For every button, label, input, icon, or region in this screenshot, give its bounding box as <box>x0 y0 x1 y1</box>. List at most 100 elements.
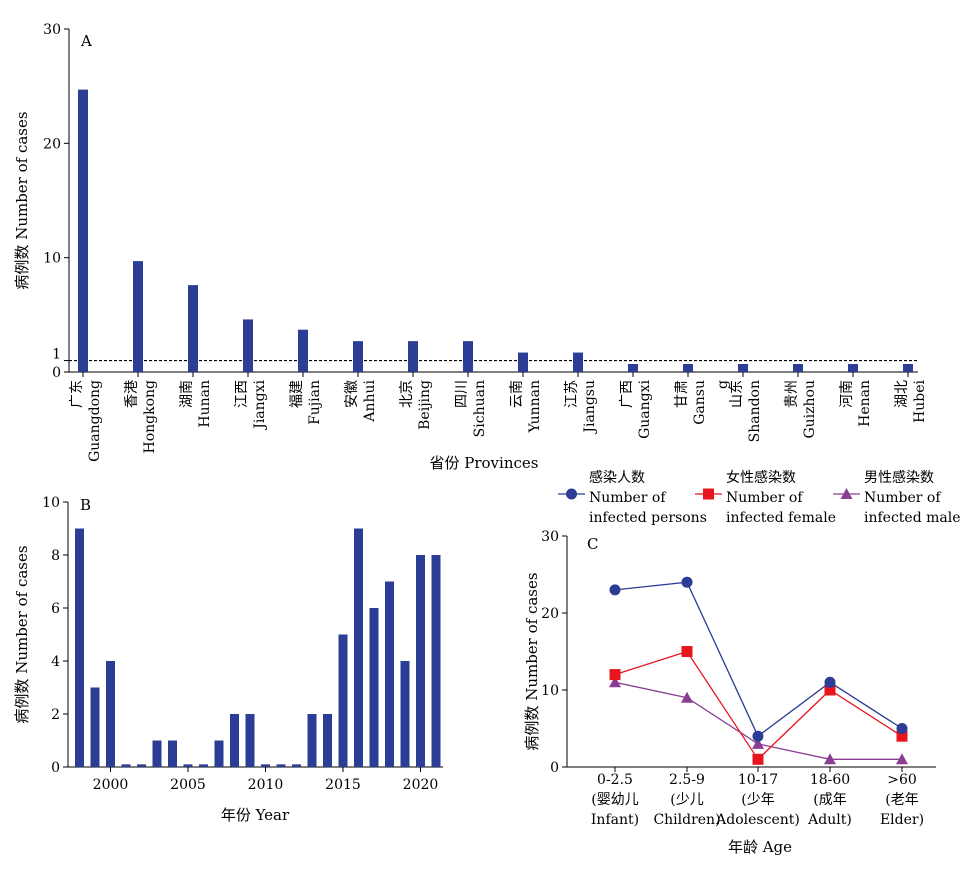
panel-a-x-tick-label: 甘肃 Gansu <box>674 380 708 425</box>
panel-a-bar <box>683 363 693 372</box>
legend-label-cn: 女性感染数 <box>726 469 796 486</box>
panel-a-category-en: Anhui <box>362 379 378 422</box>
panel-a-x-tick-label: 四川 Sichuan <box>454 380 488 437</box>
legend-marker-persons <box>566 488 577 500</box>
panel-b-bar <box>152 740 162 767</box>
panel-a-x-tick-label: 北京 Beijing <box>399 380 433 430</box>
panel-a-bar <box>408 341 418 372</box>
panel-b-bar <box>307 714 317 767</box>
panel-c-point-male <box>609 676 621 688</box>
panel-c-x-label: 年龄 Age <box>728 838 792 856</box>
panel-c-y-tick-label: 30 <box>541 529 559 545</box>
panel-a-x-tick-label: 江苏 Jiangsu <box>564 380 598 435</box>
panel-c-x-tick-label: Infant) <box>591 812 639 828</box>
panel-a-x-tick-label: 江西 Jiangxi <box>234 379 268 430</box>
panel-c-point-female <box>752 753 764 765</box>
panel-a-category-en: Yunnan <box>527 380 543 433</box>
panel-a-x-tick-label: 香港 Hongkong <box>124 380 158 454</box>
panel-c-y-tick-label: 10 <box>541 683 559 699</box>
panel-b-bar <box>75 528 84 767</box>
panel-a-category-en: Hubei <box>912 379 928 422</box>
panel-a-category-en: Fujian <box>307 380 323 425</box>
panel-c-x-tick-label: Children) <box>653 812 720 828</box>
panel-c-point-persons <box>681 576 693 588</box>
panel-a-bar <box>628 363 638 372</box>
panel-b-bar <box>400 661 410 767</box>
panel-a-x-tick-label: 广东 Guangdong <box>69 380 103 462</box>
panel-a-category-en: Shandon <box>747 380 763 442</box>
panel-c-point-female <box>681 646 693 657</box>
panel-b-bar <box>230 714 239 767</box>
panel-a-category-cn: 山东 <box>729 380 745 408</box>
panel-c-point-male <box>824 753 836 765</box>
panel-a-x-tick-label: 山东 Shandon g <box>715 380 763 442</box>
panel-a-category-cn: 广西 <box>619 380 635 408</box>
panel-a-category-cn: 甘肃 <box>674 380 690 408</box>
panel-a-bar <box>133 261 143 372</box>
panel-c-point-persons <box>896 723 908 734</box>
legend-label-en: Number of <box>864 490 942 506</box>
panel-b-y-tick-label: 0 <box>51 760 60 776</box>
legend-marker-male <box>840 488 853 499</box>
panel-b-bar <box>90 687 100 767</box>
panel-a-category-en: Gansu <box>692 380 708 425</box>
panel-b-bar <box>121 764 131 767</box>
panel-a-category-cn: 湖北 <box>894 380 910 408</box>
panel-a-category-en: Guangxi <box>637 379 653 438</box>
panel-b-y-label: 病例数 Number of cases <box>13 545 31 723</box>
panel-a-x-tick-label: 安徽 Anhui <box>344 379 378 422</box>
panel-b-bar <box>199 764 208 767</box>
panel-a-bar <box>848 363 858 372</box>
panel-a-category-cn: 安徽 <box>344 380 360 408</box>
panel-b-bar <box>168 740 177 767</box>
panel-a-bar <box>78 89 88 372</box>
panel-a-category-cn: 北京 <box>399 380 415 408</box>
panel-a-category-cn: 广东 <box>69 380 85 408</box>
panel-b-bar <box>137 764 146 767</box>
panel-b-y-tick-label: 8 <box>51 548 60 564</box>
panel-c-point-male <box>752 737 764 749</box>
panel-a-category-cn: 云南 <box>509 380 525 408</box>
panel-c-x-tick-label: Adult) <box>807 812 852 828</box>
panel-a-y-tick-label: 0 <box>52 365 61 381</box>
panel-a-x-tick-label: 湖南 Hunan <box>179 380 213 428</box>
panel-a-x-tick-label: 湖北 Hubei <box>894 379 928 422</box>
panel-b-x-tick-label: 2015 <box>325 777 361 793</box>
panel-a-category-en: Hongkong <box>142 380 158 454</box>
panel-b-x-label: 年份 Year <box>221 806 290 824</box>
panel-b-bar <box>338 634 348 767</box>
panel-b-bar <box>431 555 441 767</box>
panel-a-bar <box>793 363 803 372</box>
panel-b-y-tick-label: 6 <box>51 601 60 617</box>
panel-a-category-cn: 江西 <box>234 380 250 408</box>
panel-a-category-extra: g <box>715 380 731 389</box>
panel-a-label: A <box>80 32 92 50</box>
panel-a-category-en: Sichuan <box>472 380 488 437</box>
panel-c-x-tick-label: 18-60 <box>810 772 850 788</box>
panel-c-point-persons <box>824 676 836 688</box>
panel-c-x-tick-label: >60 <box>887 772 917 788</box>
legend-label-en: infected female <box>726 510 836 526</box>
panel-b-bar <box>183 764 193 767</box>
panel-b-bar <box>323 714 332 767</box>
panel-a-bar <box>518 352 528 372</box>
panel-a-y-tick-label: 20 <box>43 136 61 152</box>
panel-c-y-tick-label: 20 <box>541 606 559 622</box>
panel-a-bar <box>243 319 253 372</box>
panel-a-category-cn: 河南 <box>839 380 855 408</box>
panel-a-x-tick-label: 贵州 Guizhou <box>784 380 818 439</box>
panel-a-bar <box>298 329 308 372</box>
panel-c-series-line-persons <box>614 581 903 738</box>
legend-label-cn: 男性感染数 <box>864 469 934 486</box>
panel-a-category-en: Guangdong <box>87 380 103 462</box>
panel-b-x-tick-label: 2005 <box>170 777 206 793</box>
panel-c-x-tick-label: (婴幼儿 <box>591 792 638 808</box>
panel-a-y-tick-label: 10 <box>43 251 61 267</box>
legend-label-cn: 感染人数 <box>589 469 645 486</box>
panel-b-bar <box>416 555 425 767</box>
legend-label-en: Number of <box>589 490 667 506</box>
panel-a-category-cn: 贵州 <box>784 380 800 408</box>
legend-label-en: Number of <box>726 490 804 506</box>
panel-c-x-tick-label: Adolescent) <box>715 812 800 828</box>
panel-a-category-cn: 香港 <box>124 380 140 408</box>
